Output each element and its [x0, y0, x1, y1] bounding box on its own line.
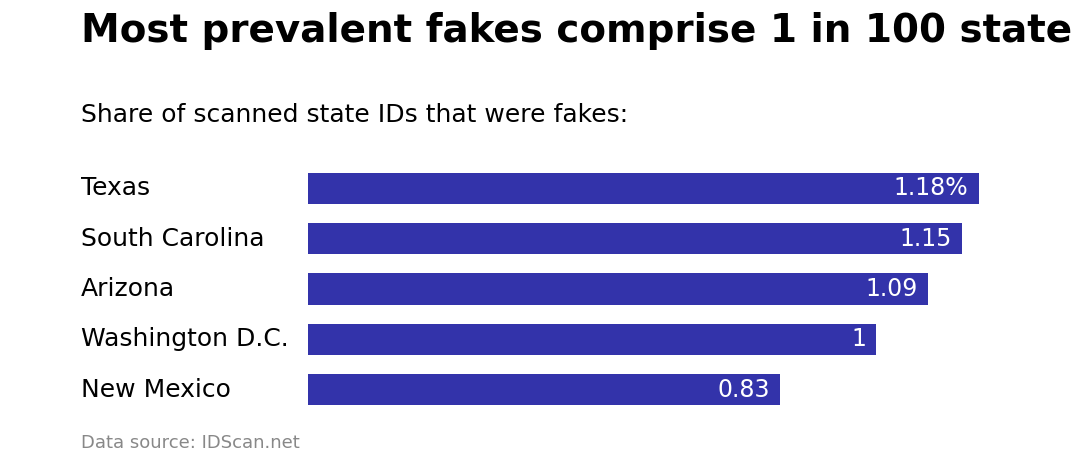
Text: Most prevalent fakes comprise 1 in 100 state IDs: Most prevalent fakes comprise 1 in 100 s… [81, 12, 1080, 50]
Text: Washington D.C.: Washington D.C. [81, 327, 288, 351]
Text: Share of scanned state IDs that were fakes:: Share of scanned state IDs that were fak… [81, 103, 629, 127]
Text: Arizona: Arizona [81, 277, 175, 301]
Text: 1.15: 1.15 [900, 226, 951, 251]
Bar [308, 324, 877, 355]
Bar [308, 173, 978, 204]
Text: 1.18%: 1.18% [894, 176, 969, 200]
Text: Texas: Texas [81, 176, 150, 200]
Bar [308, 223, 961, 254]
Text: 0.83: 0.83 [717, 377, 770, 402]
Text: New Mexico: New Mexico [81, 377, 231, 402]
Text: South Carolina: South Carolina [81, 226, 265, 251]
Text: Data source: IDScan.net: Data source: IDScan.net [81, 434, 300, 452]
Bar [308, 374, 780, 405]
Text: 1: 1 [851, 327, 866, 351]
Text: 1.09: 1.09 [865, 277, 917, 301]
Bar [308, 274, 928, 304]
